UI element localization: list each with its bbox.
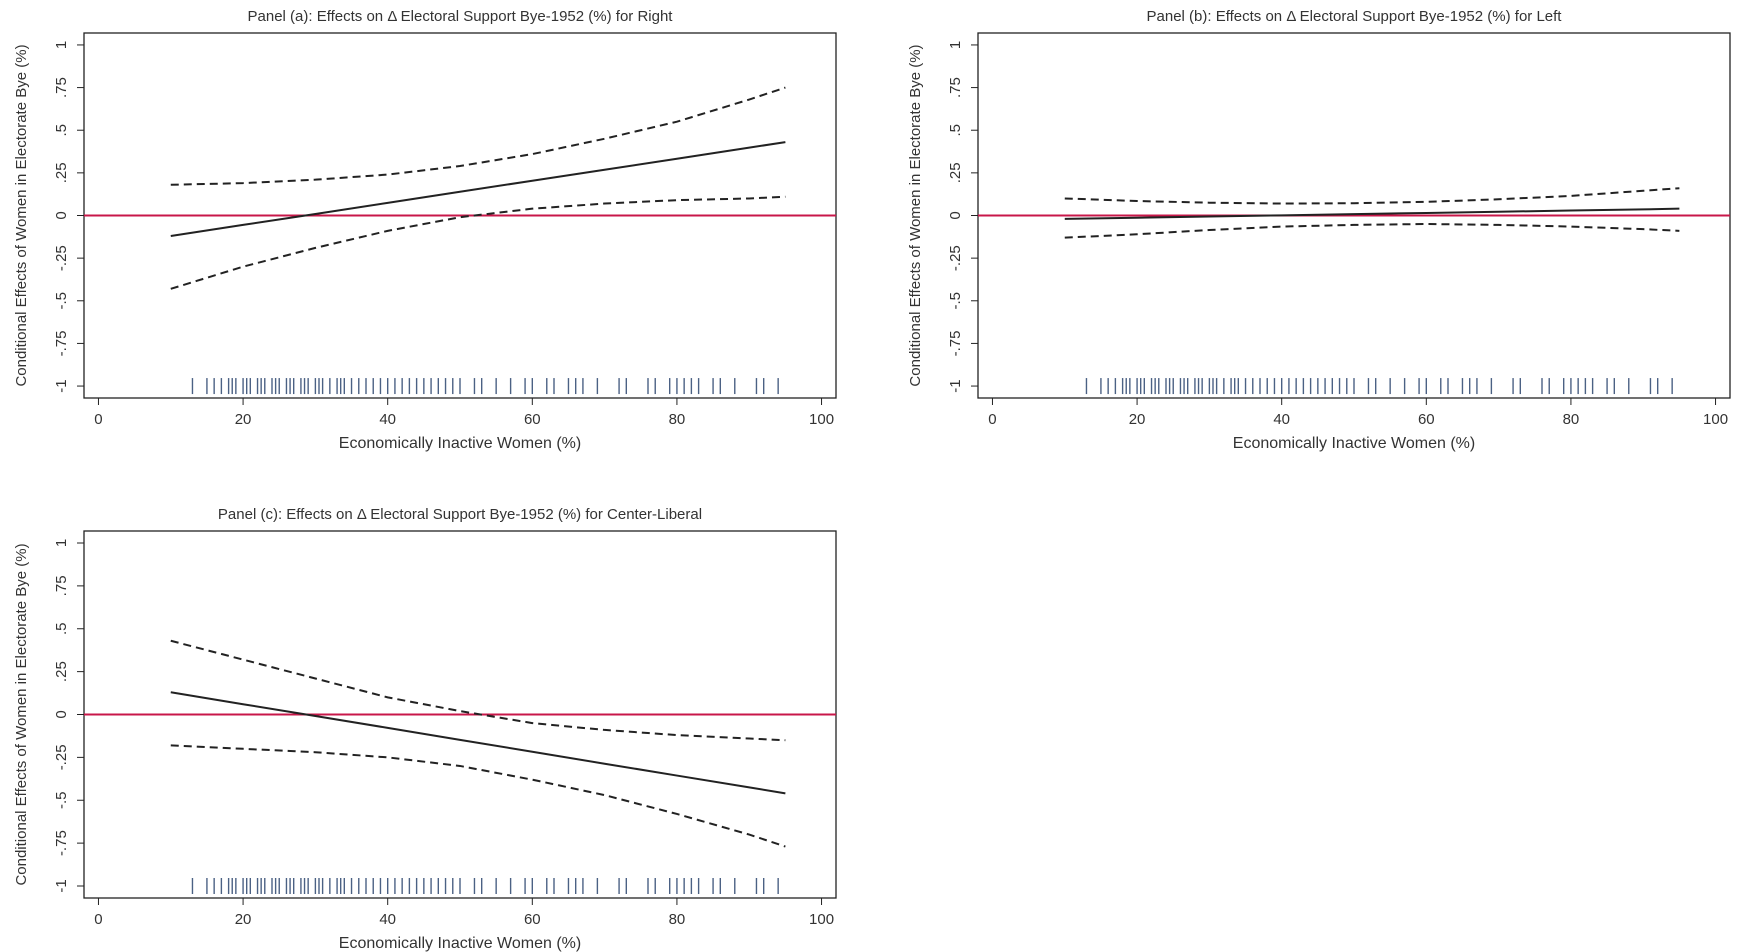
y-tick-label: -1 bbox=[53, 879, 70, 892]
effect-line bbox=[170, 691, 786, 795]
x-tick-label: 0 bbox=[988, 411, 996, 428]
y-tick-label: .5 bbox=[53, 622, 70, 635]
x-tick-label: 100 bbox=[809, 411, 834, 428]
y-tick-label: .25 bbox=[53, 162, 70, 183]
y-tick-label: -.25 bbox=[53, 245, 70, 271]
y-tick-label: 1 bbox=[947, 41, 964, 49]
y-axis-label: Conditional Effects of Women in Electora… bbox=[13, 44, 30, 386]
x-tick-label: 0 bbox=[94, 911, 102, 928]
x-tick-label: 20 bbox=[235, 911, 252, 928]
y-tick-label: .75 bbox=[53, 77, 70, 98]
y-tick-label: 1 bbox=[53, 539, 70, 547]
confidence-line bbox=[170, 195, 786, 290]
y-tick-label: 0 bbox=[53, 710, 70, 718]
panel-title: Panel (c): Effects on Δ Electoral Suppor… bbox=[218, 506, 702, 523]
effect-line bbox=[170, 141, 786, 237]
y-tick-label: .75 bbox=[53, 575, 70, 596]
y-tick-label: -.5 bbox=[947, 292, 964, 310]
x-tick-label: 80 bbox=[1563, 411, 1580, 428]
x-tick-label: 40 bbox=[1273, 411, 1290, 428]
y-tick-label: -1 bbox=[53, 379, 70, 392]
y-tick-label: .5 bbox=[53, 124, 70, 137]
y-axis-label: Conditional Effects of Women in Electora… bbox=[13, 543, 30, 885]
y-tick-label: -.75 bbox=[53, 830, 70, 856]
effect-line bbox=[1064, 207, 1680, 220]
confidence-line bbox=[1064, 187, 1680, 205]
x-tick-label: 40 bbox=[379, 411, 396, 428]
y-axis-label: Conditional Effects of Women in Electora… bbox=[907, 44, 924, 386]
x-tick-label: 80 bbox=[669, 411, 686, 428]
x-tick-label: 0 bbox=[94, 411, 102, 428]
y-tick-label: -.5 bbox=[53, 292, 70, 310]
x-tick-label: 40 bbox=[379, 911, 396, 928]
x-tick-label: 20 bbox=[235, 411, 252, 428]
x-tick-label: 20 bbox=[1129, 411, 1146, 428]
y-tick-label: -.5 bbox=[53, 791, 70, 809]
x-axis-label: Economically Inactive Women (%) bbox=[1233, 435, 1475, 452]
x-tick-label: 100 bbox=[809, 911, 834, 928]
confidence-line bbox=[170, 86, 786, 186]
x-tick-label: 60 bbox=[524, 911, 541, 928]
x-tick-label: 80 bbox=[669, 911, 686, 928]
x-tick-label: 100 bbox=[1703, 411, 1728, 428]
panel-title: Panel (a): Effects on Δ Electoral Suppor… bbox=[248, 8, 674, 25]
y-tick-label: 0 bbox=[947, 211, 964, 219]
x-axis-label: Economically Inactive Women (%) bbox=[339, 935, 581, 952]
y-tick-label: -.75 bbox=[53, 330, 70, 356]
confidence-line bbox=[170, 744, 786, 848]
panel-title: Panel (b): Effects on Δ Electoral Suppor… bbox=[1147, 8, 1563, 25]
confidence-line bbox=[170, 639, 786, 742]
y-tick-label: -1 bbox=[947, 379, 964, 392]
y-tick-label: .75 bbox=[947, 77, 964, 98]
y-tick-label: .5 bbox=[947, 124, 964, 137]
x-axis-label: Economically Inactive Women (%) bbox=[339, 435, 581, 452]
y-tick-label: 0 bbox=[53, 211, 70, 219]
y-tick-label: .25 bbox=[53, 661, 70, 682]
y-tick-label: -.25 bbox=[947, 245, 964, 271]
y-tick-label: 1 bbox=[53, 41, 70, 49]
y-tick-label: -.75 bbox=[947, 330, 964, 356]
x-tick-label: 60 bbox=[1418, 411, 1435, 428]
y-tick-label: .25 bbox=[947, 162, 964, 183]
confidence-line bbox=[1064, 223, 1680, 239]
x-tick-label: 60 bbox=[524, 411, 541, 428]
y-tick-label: -.25 bbox=[53, 744, 70, 770]
